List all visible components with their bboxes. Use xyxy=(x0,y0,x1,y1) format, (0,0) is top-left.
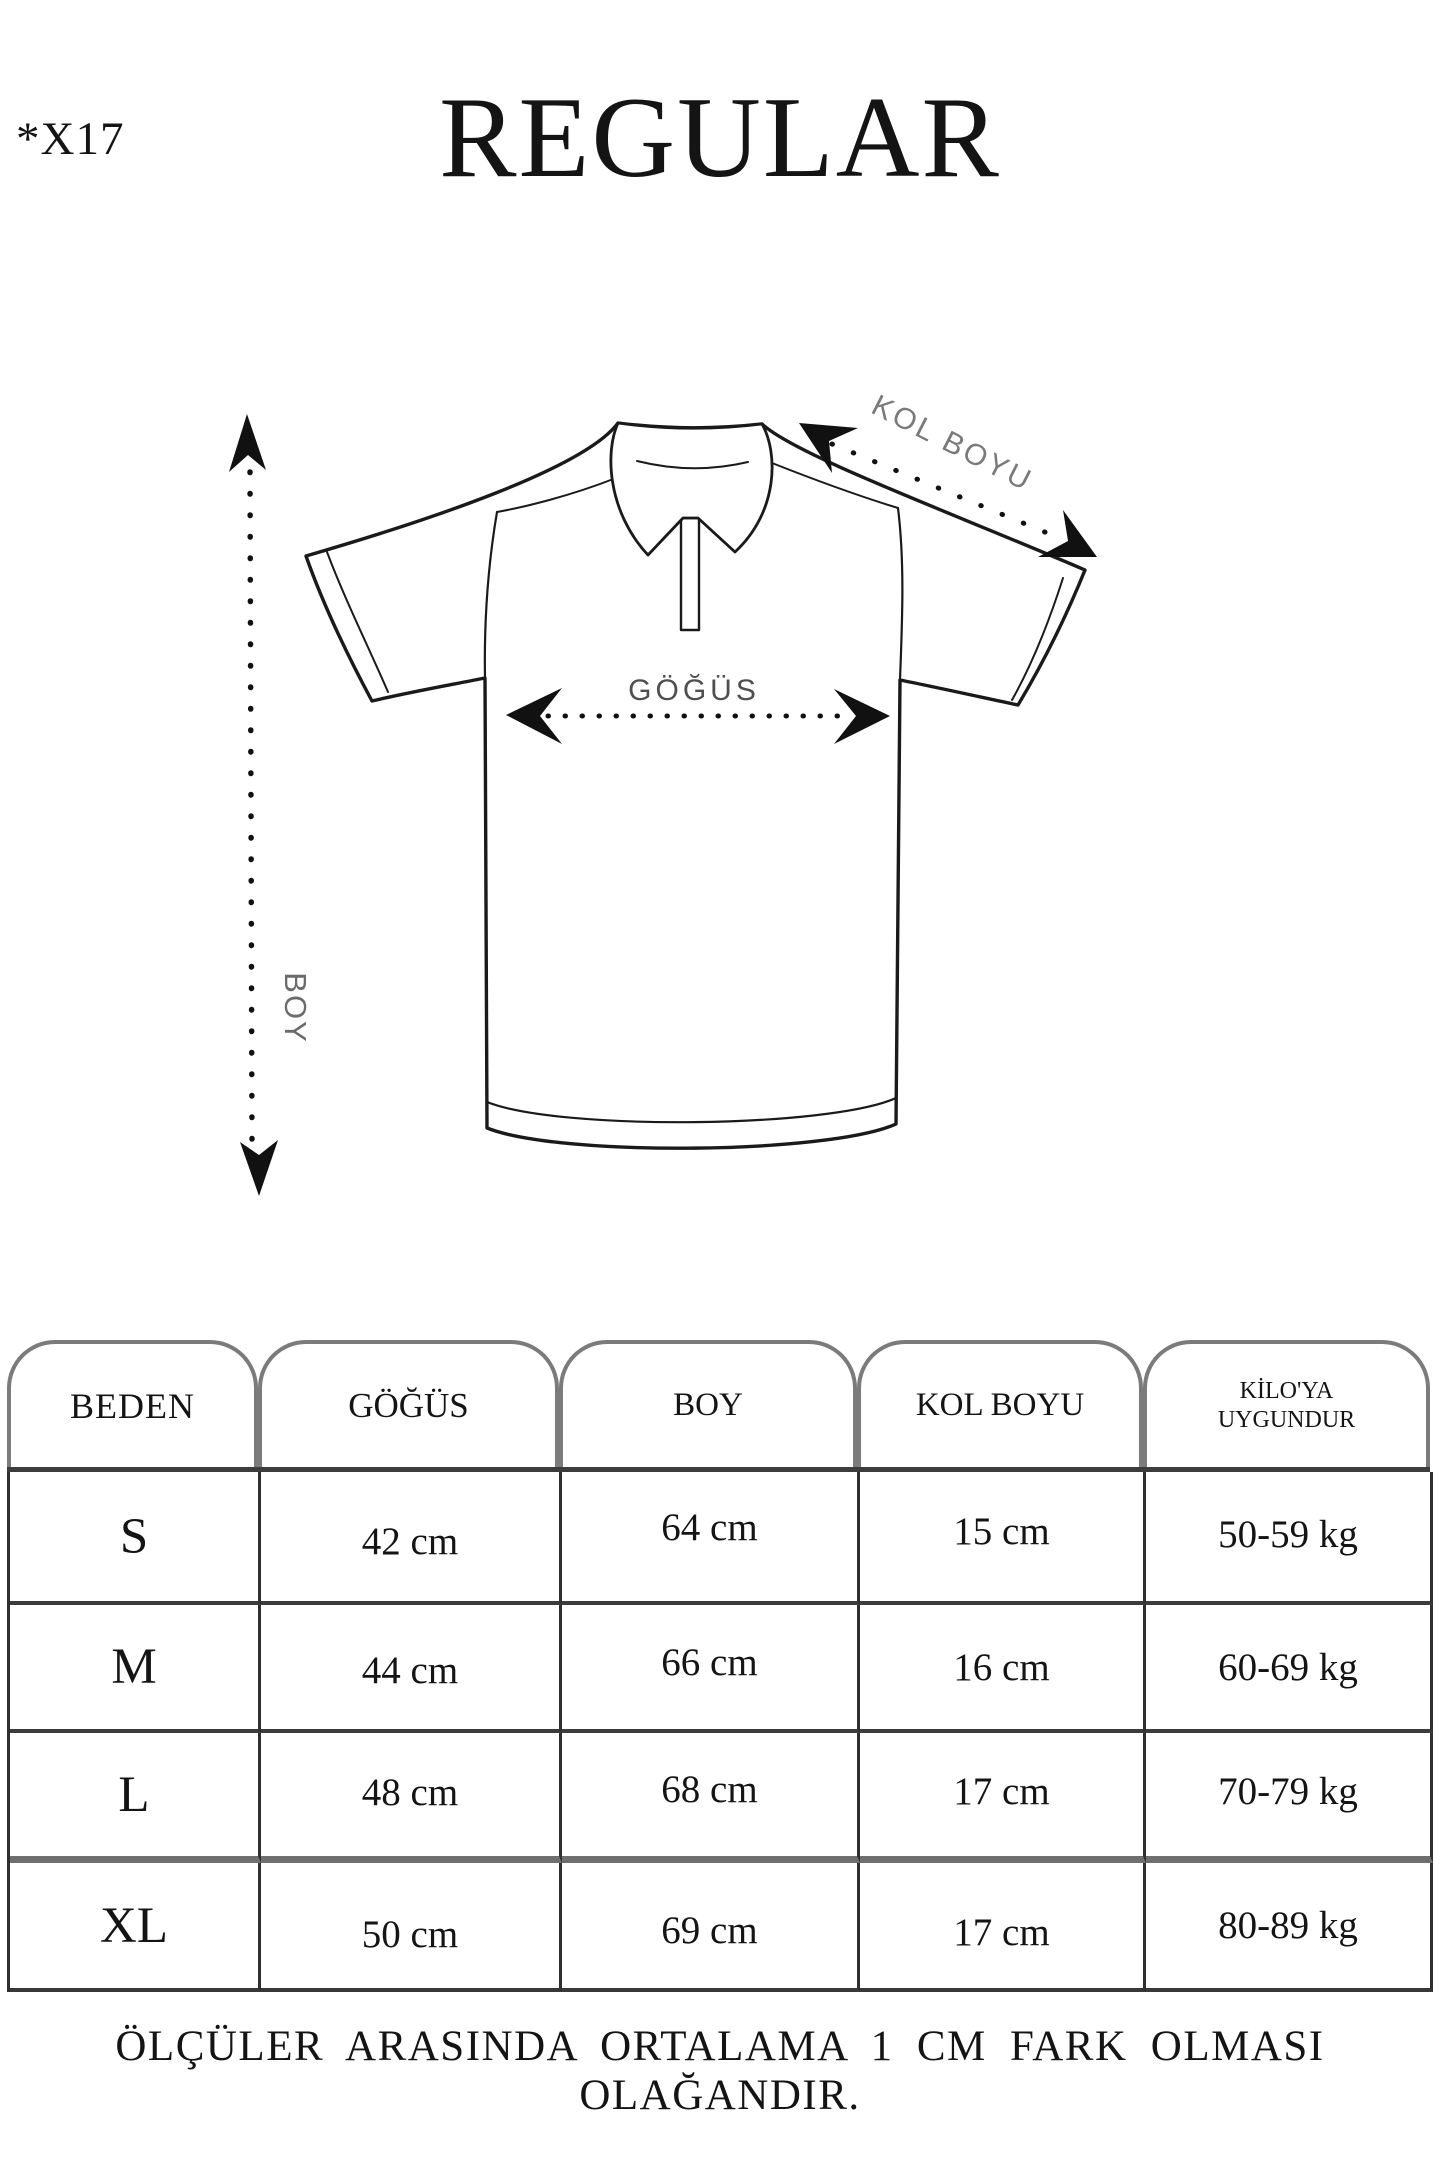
sleeve-arrowhead-downright xyxy=(1038,510,1097,557)
value-size: M xyxy=(111,1639,157,1695)
value-length: 69 cm xyxy=(661,1909,758,1952)
header-length: BOY xyxy=(559,1340,857,1467)
cell-length-l: 68 cm xyxy=(562,1733,860,1863)
page-title: REGULAR xyxy=(439,74,1001,202)
value-weight: 80-89 kg xyxy=(1218,1904,1358,1947)
length-dotted-line xyxy=(247,469,255,1145)
cell-sleeve-l: 17 cm xyxy=(860,1733,1146,1863)
value-length: 68 cm xyxy=(661,1768,758,1811)
cell-sleeve-m: 16 cm xyxy=(860,1605,1146,1733)
value-size: L xyxy=(118,1766,150,1823)
value-length: 64 cm xyxy=(661,1506,758,1549)
size-table-header-row: BEDEN GÖĞÜS BOY KOL BOYU KİLO'YA UYGUNDU… xyxy=(7,1340,1430,1472)
value-chest: 48 cm xyxy=(361,1771,459,1814)
value-sleeve: 16 cm xyxy=(953,1645,1050,1689)
value-chest: 44 cm xyxy=(361,1648,459,1692)
value-sleeve: 17 cm xyxy=(953,1911,1050,1954)
cell-sleeve-xl: 17 cm xyxy=(860,1863,1146,1992)
placket xyxy=(679,516,701,632)
header-sleeve: KOL BOYU xyxy=(857,1340,1143,1467)
cell-weight-m: 60-69 kg xyxy=(1146,1605,1433,1733)
header-chest: GÖĞÜS xyxy=(258,1340,559,1467)
right-cuff-seam xyxy=(1011,577,1064,701)
collar xyxy=(609,421,774,557)
value-weight: 70-79 kg xyxy=(1218,1770,1358,1813)
chest-arrowhead-right xyxy=(834,689,890,744)
chest-dimension: GÖĞÜS xyxy=(506,674,890,744)
value-length: 66 cm xyxy=(661,1640,758,1684)
chest-arrowhead-left xyxy=(506,688,562,744)
size-table: BEDEN GÖĞÜS BOY KOL BOYU KİLO'YA UYGUNDU… xyxy=(7,1340,1433,1992)
header-weight-label: KİLO'YA UYGUNDUR xyxy=(1218,1377,1355,1435)
cell-size-s: S xyxy=(10,1472,261,1605)
cell-length-xl: 69 cm xyxy=(562,1863,860,1992)
value-chest: 42 cm xyxy=(361,1520,459,1563)
footer-note: ÖLÇÜLER ARASINDA ORTALAMA 1 CM FARK OLMA… xyxy=(115,2023,1325,2119)
cell-chest-s: 42 cm xyxy=(261,1472,562,1605)
size-table-body: S 42 cm 64 cm 15 cm 50-59 kg M 44 cm 66 … xyxy=(7,1472,1433,1992)
cell-weight-xl: 80-89 kg xyxy=(1146,1863,1433,1992)
chest-label: GÖĞÜS xyxy=(628,674,760,707)
header-weight: KİLO'YA UYGUNDUR xyxy=(1143,1340,1430,1467)
cell-size-xl: XL xyxy=(10,1863,261,1992)
cell-length-s: 64 cm xyxy=(562,1472,860,1605)
shirt-outline xyxy=(304,421,1087,1150)
left-armhole-seam xyxy=(483,510,499,680)
cell-sleeve-s: 15 cm xyxy=(860,1472,1146,1605)
length-dimension: BOY xyxy=(229,414,313,1196)
sleeve-label: KOL BOYU xyxy=(866,389,1038,498)
value-sleeve: 15 cm xyxy=(953,1510,1050,1553)
right-shoulder-seam xyxy=(771,462,899,509)
cell-chest-l: 48 cm xyxy=(261,1733,562,1863)
length-arrowhead-up xyxy=(229,414,266,472)
sleeve-arrowhead-upleft xyxy=(799,423,858,473)
value-chest: 50 cm xyxy=(361,1913,459,1956)
cell-size-l: L xyxy=(10,1733,261,1863)
hem-seam xyxy=(485,1096,898,1124)
value-weight: 50-59 kg xyxy=(1218,1513,1358,1556)
cell-chest-m: 44 cm xyxy=(261,1605,562,1733)
header-size-label: BEDEN xyxy=(70,1385,195,1426)
polo-shirt-drawing xyxy=(304,421,1087,1150)
value-weight: 60-69 kg xyxy=(1218,1645,1358,1689)
cell-weight-l: 70-79 kg xyxy=(1146,1733,1433,1863)
header-chest-label: GÖĞÜS xyxy=(348,1385,469,1425)
header-length-label: BOY xyxy=(673,1387,743,1423)
cell-chest-xl: 50 cm xyxy=(261,1863,562,1992)
value-sleeve: 17 cm xyxy=(953,1770,1050,1813)
polo-shirt-measurement-diagram: BOY GÖĞÜS KOL BOYU xyxy=(229,389,1097,1196)
left-shoulder-seam xyxy=(496,477,617,513)
header-sleeve-label: KOL BOYU xyxy=(915,1387,1085,1423)
product-code: *X17 xyxy=(16,113,125,165)
length-label: BOY xyxy=(278,972,313,1043)
header-size: BEDEN xyxy=(7,1340,258,1467)
cell-length-m: 66 cm xyxy=(562,1605,860,1733)
cell-weight-s: 50-59 kg xyxy=(1146,1472,1433,1605)
header-weight-line1: KİLO'YA xyxy=(1239,1377,1334,1404)
value-size: XL xyxy=(100,1897,168,1954)
neckline-seam xyxy=(636,460,749,470)
header-weight-line2: UYGUNDUR xyxy=(1217,1406,1356,1433)
left-cuff-seam xyxy=(326,551,389,693)
right-armhole-seam xyxy=(896,506,904,682)
length-arrowhead-down xyxy=(240,1140,278,1196)
cell-size-m: M xyxy=(10,1605,261,1733)
value-size: S xyxy=(119,1508,149,1565)
